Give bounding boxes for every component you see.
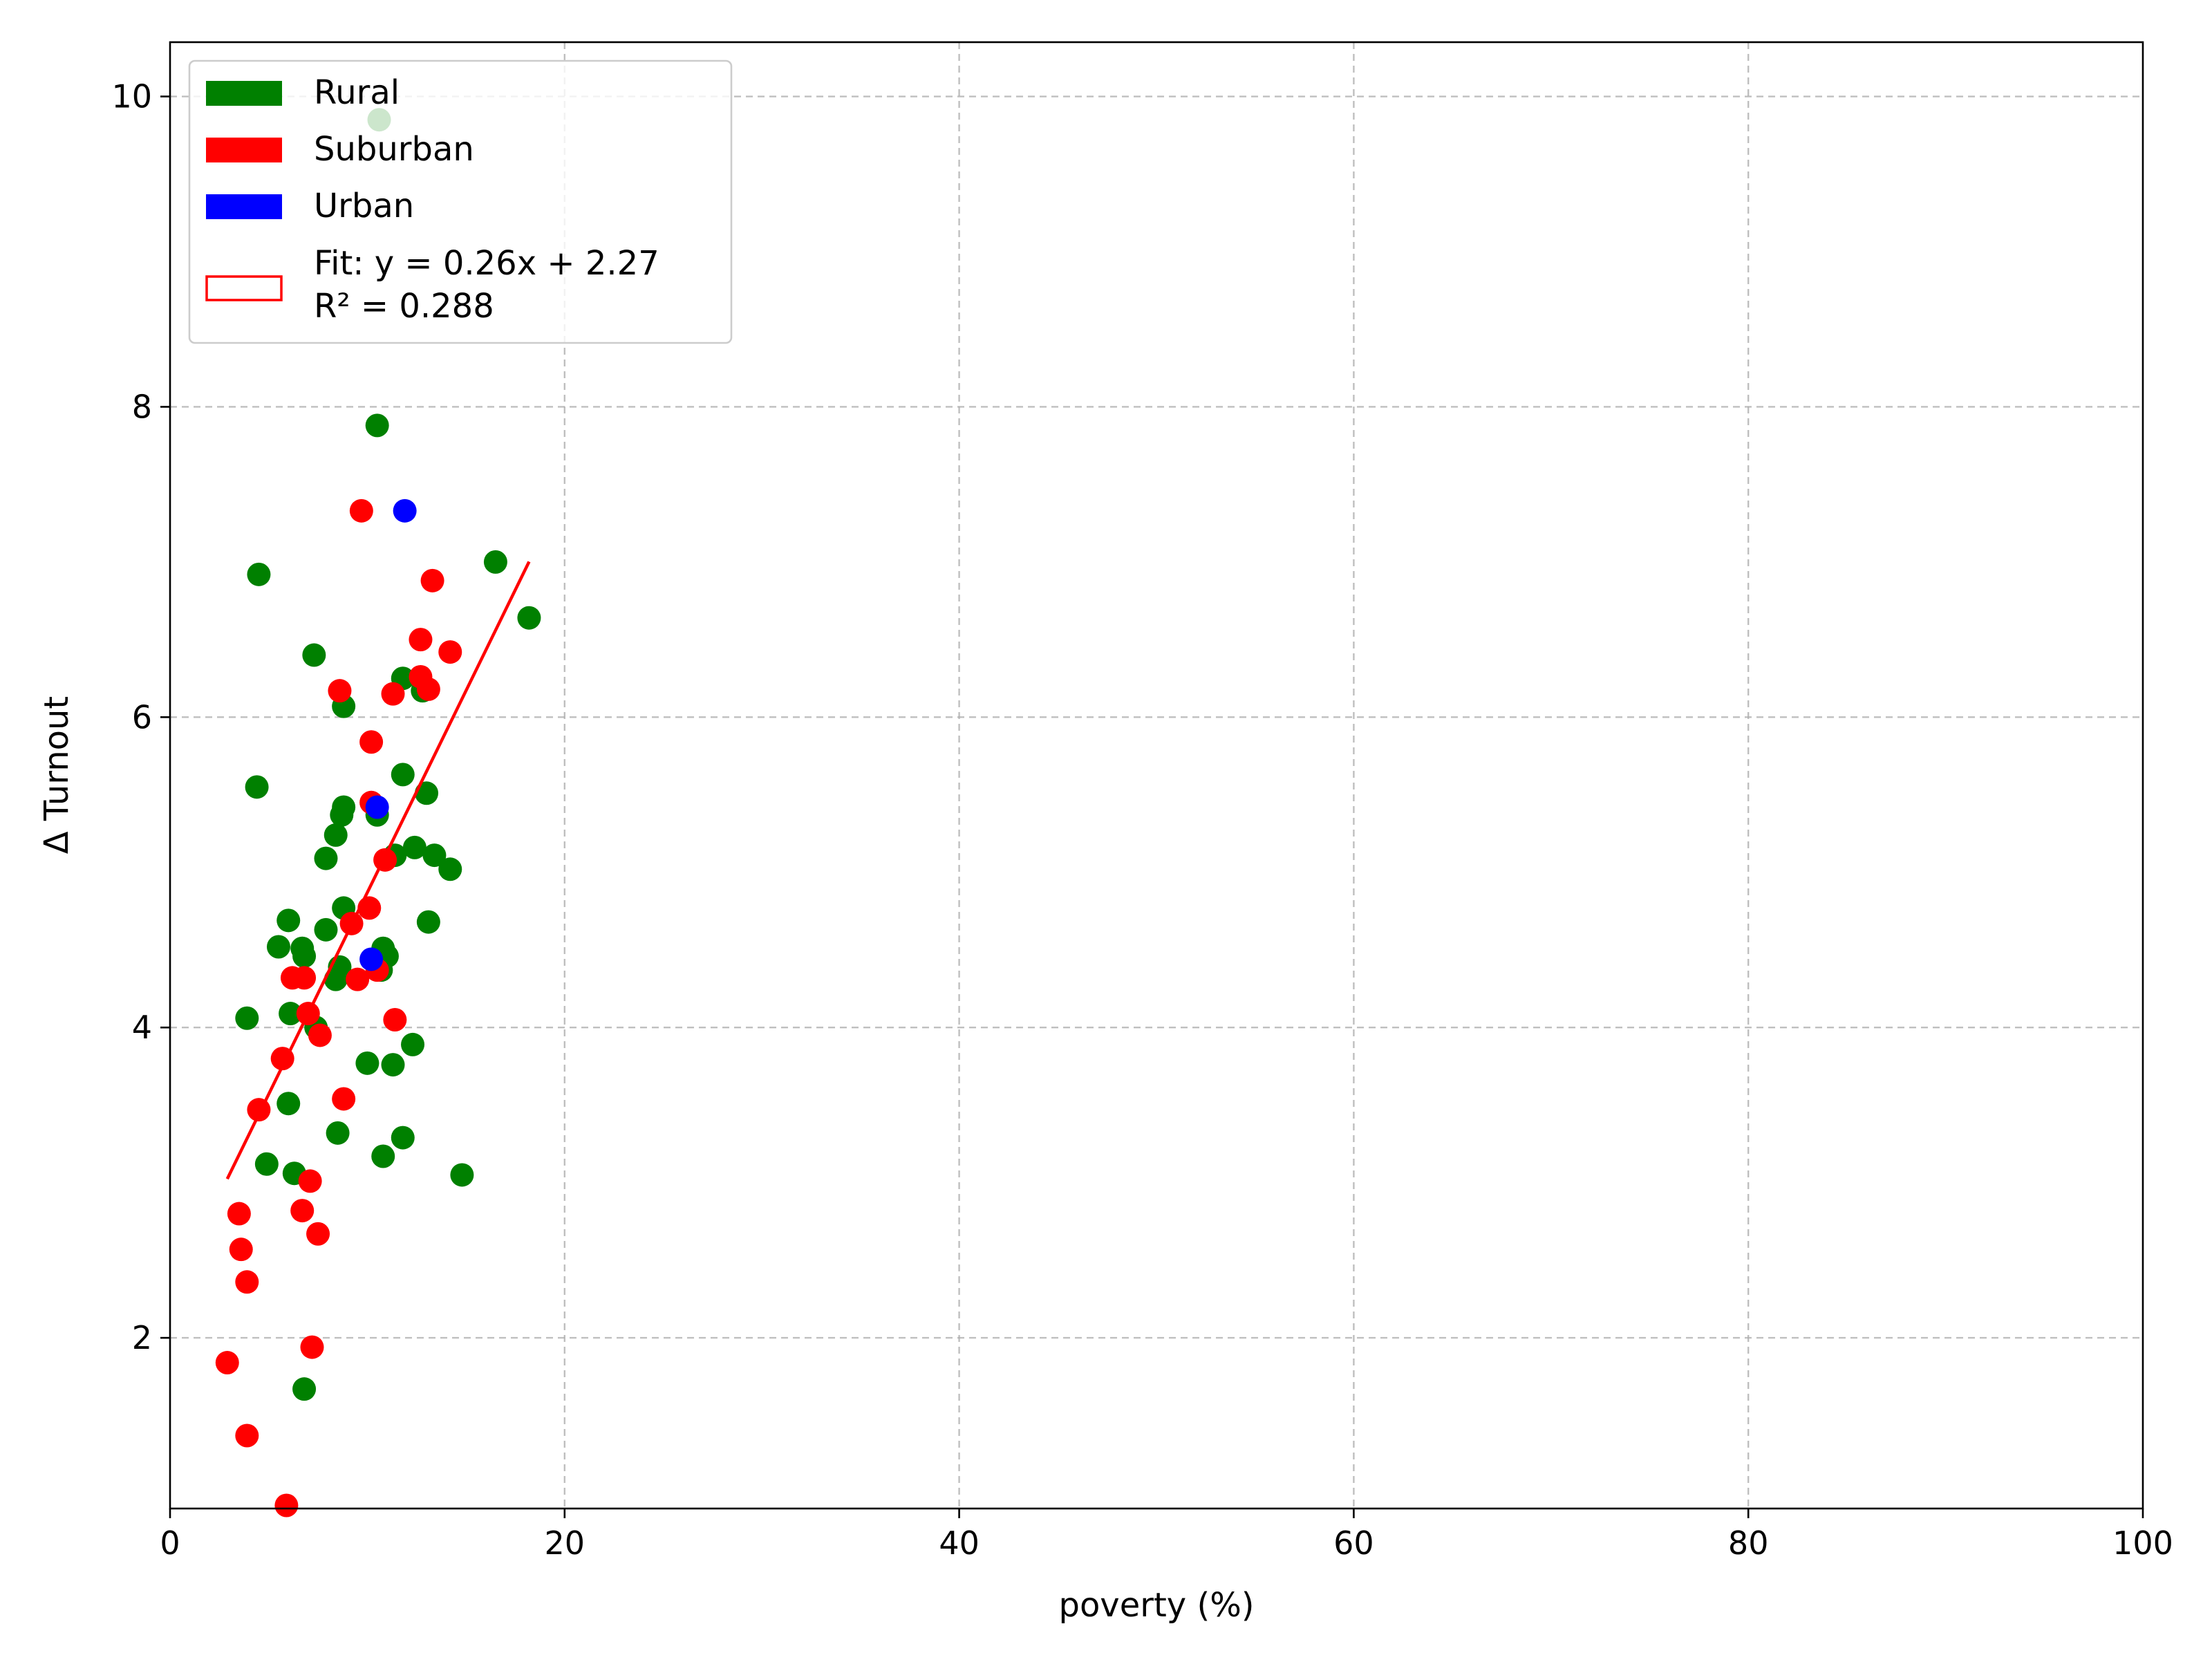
point-suburban bbox=[300, 1335, 324, 1359]
legend: Rural Suburban Urban Fit: y = 0.26x + 2.… bbox=[188, 59, 733, 344]
point-rural bbox=[324, 823, 348, 847]
x-tick-label: 60 bbox=[1333, 1524, 1374, 1562]
point-suburban bbox=[416, 677, 440, 701]
point-rural bbox=[365, 413, 389, 438]
point-suburban bbox=[383, 1008, 407, 1031]
point-suburban bbox=[235, 1270, 259, 1294]
y-tick-label: 10 bbox=[111, 78, 152, 115]
point-rural bbox=[438, 857, 462, 881]
point-suburban bbox=[420, 568, 444, 592]
point-rural bbox=[326, 1121, 350, 1145]
point-rural bbox=[483, 550, 507, 574]
point-rural bbox=[235, 1006, 259, 1030]
point-suburban bbox=[247, 1098, 271, 1122]
point-rural bbox=[355, 1051, 379, 1075]
legend-label-r2: R² = 0.288 bbox=[314, 287, 494, 326]
point-rural bbox=[401, 1032, 425, 1056]
point-suburban bbox=[409, 628, 433, 652]
point-suburban bbox=[438, 640, 462, 664]
point-suburban bbox=[298, 1169, 322, 1193]
x-tick-label: 40 bbox=[939, 1524, 980, 1562]
point-rural bbox=[292, 944, 317, 968]
axis-ticks: 0 20 40 60 80 100 2 4 6 8 10 bbox=[111, 78, 2173, 1562]
legend-swatch-urban bbox=[206, 194, 282, 219]
point-rural bbox=[391, 1126, 415, 1150]
point-rural bbox=[330, 803, 354, 827]
point-suburban bbox=[274, 1493, 299, 1518]
point-suburban bbox=[373, 848, 397, 872]
point-rural bbox=[247, 562, 271, 586]
legend-label-suburban: Suburban bbox=[314, 130, 474, 169]
point-suburban bbox=[292, 966, 317, 990]
point-suburban bbox=[235, 1423, 259, 1448]
point-suburban bbox=[332, 1087, 356, 1111]
legend-swatch-suburban bbox=[206, 138, 282, 162]
point-urban bbox=[393, 498, 417, 523]
point-rural bbox=[517, 606, 541, 630]
point-rural bbox=[314, 917, 338, 942]
legend-label-rural: Rural bbox=[314, 73, 400, 112]
point-rural bbox=[416, 910, 440, 934]
point-suburban bbox=[359, 730, 384, 754]
point-rural bbox=[279, 1002, 303, 1026]
point-rural bbox=[245, 775, 269, 799]
y-tick-label: 6 bbox=[132, 698, 152, 736]
point-suburban bbox=[290, 1199, 315, 1223]
point-suburban bbox=[306, 1222, 330, 1246]
point-suburban bbox=[346, 967, 370, 991]
point-urban bbox=[365, 795, 389, 819]
fit-line bbox=[225, 561, 531, 1180]
point-suburban bbox=[229, 1238, 253, 1262]
point-rural bbox=[371, 1144, 395, 1168]
point-rural bbox=[391, 763, 415, 787]
point-rural bbox=[276, 908, 301, 933]
point-suburban bbox=[308, 1023, 332, 1047]
point-rural bbox=[314, 846, 338, 870]
point-rural bbox=[276, 1092, 301, 1116]
point-suburban bbox=[328, 679, 352, 703]
point-rural bbox=[292, 1377, 317, 1401]
legend-swatch-rural bbox=[206, 81, 282, 106]
point-rural bbox=[422, 843, 447, 868]
plot-frame bbox=[169, 41, 2144, 1510]
x-tick-label: 0 bbox=[160, 1524, 180, 1562]
point-rural bbox=[324, 967, 348, 991]
fit-line-group bbox=[225, 561, 531, 1180]
legend-swatch-fit bbox=[205, 275, 283, 301]
data-points bbox=[215, 108, 541, 1518]
y-tick-label: 2 bbox=[132, 1319, 152, 1356]
point-rural bbox=[302, 643, 326, 667]
legend-label-urban: Urban bbox=[314, 187, 414, 225]
grid bbox=[170, 42, 2143, 1509]
point-rural bbox=[254, 1152, 279, 1176]
x-tick-label: 100 bbox=[2112, 1524, 2173, 1562]
point-suburban bbox=[227, 1202, 251, 1226]
legend-box bbox=[188, 59, 733, 344]
point-suburban bbox=[349, 498, 373, 523]
point-rural bbox=[402, 835, 427, 859]
point-rural bbox=[381, 1053, 405, 1077]
point-suburban bbox=[215, 1351, 239, 1375]
y-tick-label: 8 bbox=[132, 388, 152, 425]
point-suburban bbox=[381, 682, 405, 706]
x-tick-label: 80 bbox=[1728, 1524, 1769, 1562]
x-axis-label: poverty (%) bbox=[1058, 1586, 1254, 1625]
point-urban bbox=[359, 947, 384, 971]
point-rural bbox=[415, 781, 439, 805]
x-tick-label: 20 bbox=[545, 1524, 585, 1562]
point-rural bbox=[450, 1163, 474, 1187]
y-axis-label: Δ Turnout bbox=[37, 696, 76, 854]
y-tick-label: 4 bbox=[132, 1009, 152, 1046]
point-rural bbox=[266, 935, 290, 959]
legend-label-fit: Fit: y = 0.26x + 2.27 bbox=[314, 244, 659, 283]
